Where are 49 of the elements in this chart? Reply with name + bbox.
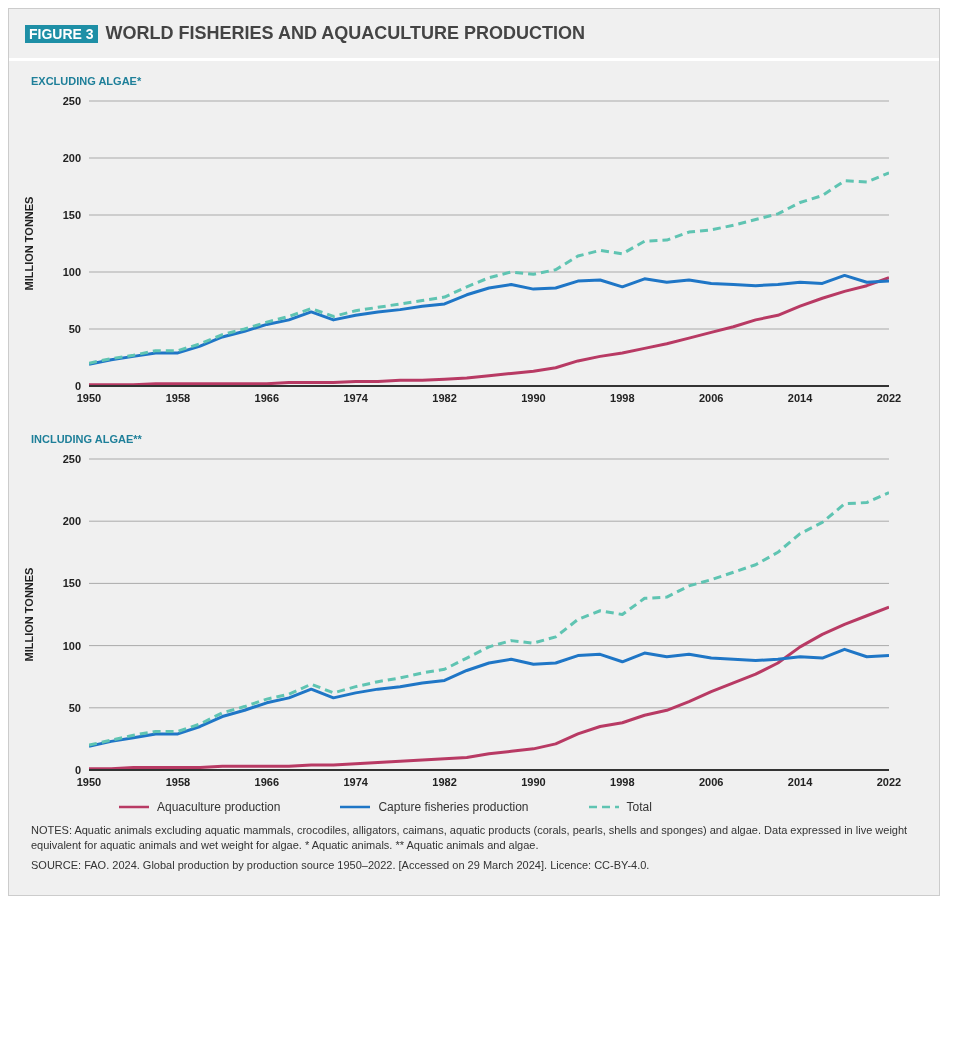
y-tick-label: 150 [62, 577, 81, 590]
y-tick-label: 250 [62, 94, 81, 107]
y-axis-title: MILLION TONNES [22, 196, 35, 291]
legend-label: Aquaculture production [157, 800, 281, 814]
y-tick-label: 200 [62, 151, 81, 164]
x-tick-label: 1950 [76, 775, 102, 788]
x-tick-label: 1990 [521, 391, 546, 404]
y-tick-label: 50 [68, 322, 81, 335]
x-tick-label: 2022 [876, 391, 902, 404]
x-tick-label: 1974 [343, 775, 369, 788]
text: NOTES: Aquatic animals excluding aquatic mammals, crocodiles, alligators, caimans, aquatic products (corals, pearls, shells and sponges) and algae. Data expressed in live weight equivalent for aquatic animals and wet weight for algae. * Aquatic animals. ** Aquatic animals and algae. [30, 823, 909, 854]
y-axis-title: MILLION TONNES [22, 567, 35, 662]
y-tick-label: 0 [74, 379, 81, 392]
line-series [89, 647, 889, 748]
x-tick-label: 2006 [698, 775, 724, 788]
x-tick-label: 2006 [698, 391, 724, 404]
x-tick-label: 2014 [787, 775, 814, 788]
line-series [89, 171, 889, 365]
x-tick-label: 1966 [254, 775, 280, 788]
x-tick-label: 1990 [521, 775, 546, 788]
line-series [89, 273, 889, 366]
x-tick-label: 1974 [343, 391, 369, 404]
x-tick-label: 1958 [165, 775, 191, 788]
chart-title: WORLD FISHERIES AND AQUACULTURE PRODUCTION [105, 23, 585, 44]
y-tick-label: 0 [74, 763, 81, 776]
x-tick-label: 1950 [76, 391, 102, 404]
source-note: SOURCE: FAO. 2024. Global production by production source 1950–2022. [Accessed on 29 March 2024]. Licence: CC-BY-4.0. [30, 857, 651, 873]
y-tick-label: 150 [62, 208, 81, 221]
chart-subtitle: INCLUDING ALGAE** [30, 433, 143, 445]
x-tick-label: 1982 [432, 391, 457, 404]
caption: FIGURE 3 [25, 24, 98, 43]
chart-subtitle: EXCLUDING ALGAE* [30, 75, 143, 87]
x-tick-label: 2014 [787, 391, 814, 404]
x-tick-label: 1998 [610, 391, 635, 404]
line-series [89, 605, 889, 770]
x-tick-label: 2022 [876, 775, 902, 788]
y-tick-label: 250 [62, 452, 81, 465]
y-tick-label: 50 [68, 701, 81, 714]
legend-label: Total [626, 800, 652, 814]
x-tick-label: 1958 [165, 391, 191, 404]
x-tick-label: 1998 [610, 775, 635, 788]
legend-label: Capture fisheries production [378, 800, 529, 814]
line-series [89, 276, 889, 386]
line-series [89, 491, 889, 747]
x-tick-label: 1982 [432, 775, 457, 788]
y-tick-label: 100 [62, 265, 81, 278]
y-tick-label: 100 [62, 639, 81, 652]
y-tick-label: 200 [62, 515, 81, 528]
x-tick-label: 1966 [254, 391, 280, 404]
